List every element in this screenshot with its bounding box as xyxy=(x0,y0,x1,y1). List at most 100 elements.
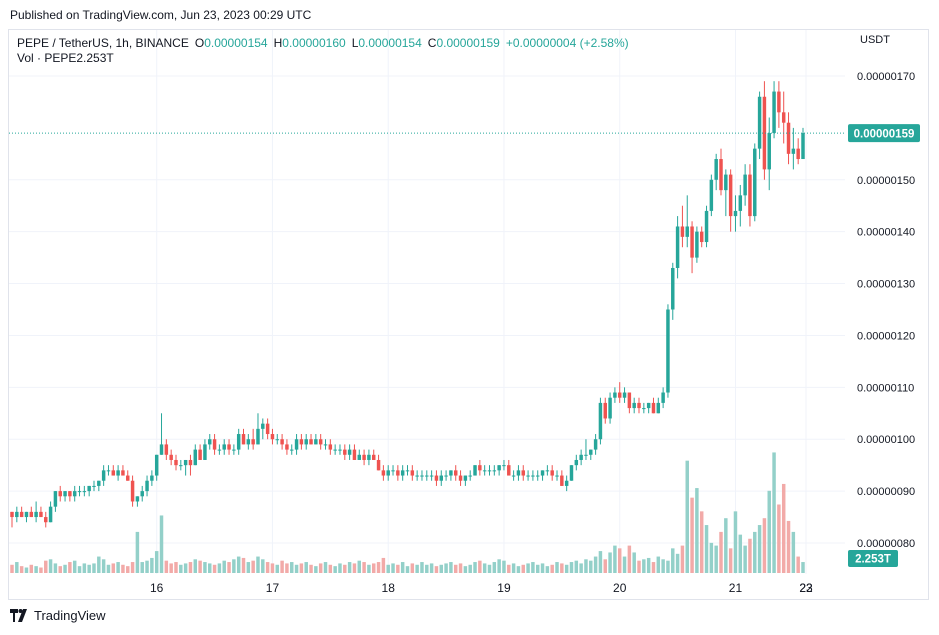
candle-body xyxy=(362,454,366,460)
candle xyxy=(24,511,29,523)
candle-body xyxy=(444,475,448,477)
candle xyxy=(381,465,386,481)
legend-close: 0.00000159 xyxy=(436,36,500,50)
tradingview-brand: TradingView xyxy=(34,608,106,623)
candle xyxy=(724,169,728,217)
candle xyxy=(661,387,665,409)
candle-body xyxy=(415,475,419,477)
volume-bar xyxy=(786,520,791,573)
candle-body xyxy=(767,133,771,170)
volume-bar xyxy=(550,564,554,573)
volume-bar xyxy=(169,563,173,573)
candle-body xyxy=(617,392,622,398)
volume-bar xyxy=(48,559,53,573)
candle xyxy=(507,459,511,476)
candle xyxy=(671,262,675,320)
volume-bar xyxy=(695,488,699,573)
candle xyxy=(347,444,352,460)
volume-legend: Vol · PEPE2.253T xyxy=(17,51,114,65)
volume-bar xyxy=(666,560,670,573)
candle-body xyxy=(540,470,545,476)
volume-bar xyxy=(179,564,183,573)
candle-body xyxy=(801,133,805,160)
candle xyxy=(550,465,554,481)
volume-bar xyxy=(584,559,588,573)
candle xyxy=(121,465,125,476)
candle-body xyxy=(164,444,169,455)
candle xyxy=(487,465,492,476)
candle xyxy=(478,459,482,476)
price-axis: 0.00000170 0.00000150 0.00000140 0.00000130… xyxy=(857,71,915,550)
y-tick-label: 0.00000130 xyxy=(857,279,915,291)
volume-bar xyxy=(39,567,43,573)
candle-body xyxy=(203,444,207,460)
candle xyxy=(709,174,714,217)
legend-o-label: O xyxy=(194,36,205,50)
candle-body xyxy=(126,475,130,481)
volume-bar xyxy=(434,566,439,573)
candle-body xyxy=(497,465,501,471)
candle-body xyxy=(439,475,443,481)
candle xyxy=(92,480,96,492)
volume-bar xyxy=(285,563,289,573)
candle-body xyxy=(405,470,410,472)
candle-body xyxy=(507,465,511,476)
candle-body xyxy=(757,96,762,149)
candle xyxy=(48,501,53,523)
candle-body xyxy=(386,470,390,476)
volume-bar xyxy=(333,566,337,573)
volume-bar xyxy=(487,564,492,573)
candle xyxy=(203,439,207,460)
candle xyxy=(212,434,217,455)
volume-tag-label: 2.253T xyxy=(855,554,891,566)
candle xyxy=(299,434,304,450)
candle-body xyxy=(671,267,675,310)
volume-bar xyxy=(261,559,265,573)
candle-body xyxy=(714,159,718,180)
candle-body xyxy=(294,439,299,450)
candle xyxy=(743,164,747,206)
volume-bar xyxy=(627,545,632,573)
volume-bar xyxy=(58,566,62,573)
volume-bar xyxy=(622,556,627,573)
candle xyxy=(791,127,796,170)
volume-bar xyxy=(767,490,771,573)
volume-bar xyxy=(159,515,164,573)
candle xyxy=(232,444,236,455)
y-tick-label: 0.00000090 xyxy=(857,486,915,498)
candle-body xyxy=(584,454,588,456)
chart-frame[interactable] xyxy=(8,29,929,600)
candle-body xyxy=(545,470,550,472)
candle xyxy=(699,226,704,248)
candle-body xyxy=(425,475,429,477)
candle xyxy=(526,470,530,481)
volume-bar xyxy=(323,562,328,573)
candle-body xyxy=(10,511,14,518)
volume-bar xyxy=(511,563,516,573)
volume-bar xyxy=(468,564,472,573)
candle-body xyxy=(685,226,689,237)
candle xyxy=(246,434,251,450)
candle xyxy=(15,506,19,523)
candle xyxy=(338,444,342,455)
candle-body xyxy=(463,475,468,481)
candle-body xyxy=(24,511,29,518)
candle xyxy=(560,470,564,486)
volume-bar xyxy=(646,557,651,573)
candle-body xyxy=(174,459,178,466)
candle xyxy=(236,428,241,455)
candle-body xyxy=(777,91,781,113)
candle-body xyxy=(680,226,685,237)
candle xyxy=(574,454,579,471)
candle xyxy=(613,387,617,403)
volume-bar xyxy=(121,564,125,573)
tradingview-logo[interactable]: TradingView xyxy=(10,608,106,623)
candle-body xyxy=(449,470,453,476)
candle xyxy=(275,434,280,445)
volume-bar xyxy=(757,525,762,573)
volume-bar xyxy=(309,564,313,573)
volume-bar xyxy=(714,545,718,573)
volume-bar xyxy=(227,562,231,573)
candle xyxy=(728,169,733,232)
